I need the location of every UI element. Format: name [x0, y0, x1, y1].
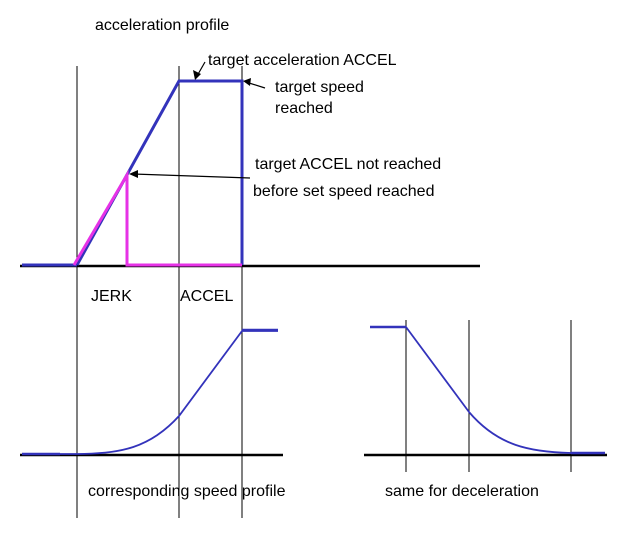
- label-jerk: JERK: [91, 288, 132, 305]
- caption-speed-profile: corresponding speed profile: [88, 483, 286, 500]
- accel-profile-curve: [75, 79, 244, 266]
- label-target-acceleration: target acceleration ACCEL: [208, 52, 397, 69]
- caption-deceleration: same for deceleration: [385, 483, 539, 500]
- label-target-speed-line1: target speed: [275, 79, 364, 96]
- decel-profile-curve: [370, 326, 605, 454]
- title-acceleration-profile: acceleration profile: [95, 17, 230, 34]
- label-not-reached-line1: target ACCEL not reached: [255, 156, 442, 173]
- arrow-head-target-speed: [243, 78, 251, 86]
- label-not-reached-line2: before set speed reached: [253, 183, 435, 200]
- speed-profile-curve: [22, 330, 278, 455]
- arrow-to-not-reached: [132, 173, 251, 179]
- label-accel: ACCEL: [180, 288, 234, 305]
- arrow-head-target-accel: [193, 70, 201, 80]
- label-target-speed-line2: reached: [275, 100, 333, 117]
- arrow-head-not-reached: [129, 170, 138, 178]
- accel-not-reached-curve: [72, 169, 242, 267]
